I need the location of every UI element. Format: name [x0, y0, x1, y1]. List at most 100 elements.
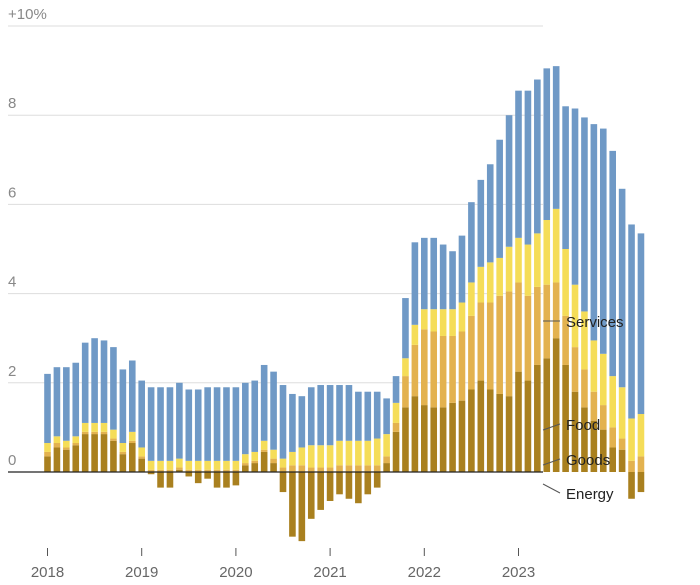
bar-food-2018-09 — [119, 443, 127, 452]
bar-services-2022-04 — [524, 90, 532, 245]
bar-food-2023-02 — [618, 387, 626, 439]
bar-energy-2020-11 — [364, 472, 372, 495]
bar-goods-2019-10 — [242, 463, 249, 466]
bar-food-2019-06 — [204, 460, 211, 470]
bar-services-2018-01 — [44, 373, 51, 444]
bar-goods-2022-08 — [562, 315, 569, 365]
bar-services-2022-01 — [496, 139, 503, 258]
bar-food-2019-10 — [242, 454, 249, 464]
bar-energy-2018-05 — [81, 434, 89, 472]
bar-goods-2023-01 — [609, 427, 616, 448]
bar-food-2022-03 — [515, 237, 522, 283]
bar-services-2019-12 — [260, 364, 268, 441]
bar-services-2018-06 — [91, 338, 98, 423]
bar-food-2020-12 — [373, 438, 381, 466]
bar-food-2021-06 — [430, 309, 438, 332]
bar-energy-2022-08 — [562, 364, 569, 472]
bar-food-2022-09 — [571, 284, 579, 348]
bar-goods-2021-07 — [439, 335, 447, 408]
bar-services-2020-11 — [364, 391, 372, 441]
bar-energy-2021-11 — [477, 380, 485, 472]
bar-services-2021-03 — [402, 298, 409, 359]
bar-goods-2020-08 — [336, 465, 343, 472]
bar-food-2020-09 — [345, 440, 353, 466]
bar-food-2018-11 — [138, 447, 145, 457]
bar-energy-2019-09 — [232, 472, 240, 486]
bar-energy-2021-07 — [439, 407, 447, 472]
bar-food-2022-05 — [534, 233, 541, 287]
bar-services-2023-02 — [618, 188, 626, 388]
bar-energy-2021-01 — [383, 463, 390, 472]
bar-goods-2018-08 — [110, 438, 117, 441]
bar-energy-2018-12 — [147, 472, 155, 475]
bar-goods-2023-04 — [637, 456, 645, 472]
bar-food-2019-05 — [194, 460, 202, 470]
bar-food-2021-02 — [392, 402, 400, 423]
bar-goods-2022-10 — [581, 369, 588, 408]
bar-services-2019-10 — [242, 382, 249, 455]
y-axis: +10% 8 6 4 2 0 — [8, 6, 47, 469]
bar-goods-2018-02 — [53, 443, 61, 448]
bar-food-2018-06 — [91, 422, 98, 432]
bar-energy-2022-12 — [599, 429, 607, 472]
bar-goods-2020-04 — [298, 465, 306, 472]
bar-goods-2019-12 — [260, 449, 268, 452]
bar-services-2020-04 — [298, 396, 306, 448]
bar-services-2023-01 — [609, 150, 616, 377]
bar-food-2019-07 — [213, 460, 221, 470]
bar-energy-2018-02 — [53, 447, 61, 472]
x-tick-label: 2020 — [219, 564, 252, 581]
bar-goods-2018-11 — [138, 456, 145, 459]
bar-services-2021-05 — [421, 237, 428, 310]
bar-services-2022-05 — [534, 79, 541, 234]
bar-goods-2022-09 — [571, 347, 579, 392]
bar-energy-2020-03 — [289, 472, 296, 537]
bar-services-2022-10 — [581, 117, 588, 312]
bar-services-2019-02 — [166, 387, 174, 461]
bar-energy-2019-07 — [213, 472, 221, 488]
x-axis: 2018 2019 2020 2021 2022 2023 — [31, 548, 535, 581]
bar-services-2021-09 — [458, 235, 466, 303]
bar-energy-2020-02 — [279, 472, 287, 493]
bar-food-2021-12 — [486, 262, 494, 303]
bar-goods-2020-12 — [373, 465, 381, 472]
bar-energy-2023-04 — [637, 472, 645, 493]
bar-energy-2018-06 — [91, 434, 98, 472]
bar-goods-2019-08 — [223, 469, 230, 472]
bar-goods-2019-04 — [185, 469, 193, 472]
bar-goods-2018-06 — [91, 431, 98, 435]
bar-services-2018-02 — [53, 367, 61, 437]
legend-label-services: Services — [566, 314, 624, 331]
bar-food-2018-12 — [147, 460, 155, 470]
bar-food-2018-10 — [128, 431, 136, 441]
bar-energy-2023-02 — [618, 449, 626, 472]
bar-services-2022-03 — [515, 90, 522, 238]
bar-services-2018-08 — [110, 347, 117, 430]
bar-goods-2018-10 — [128, 440, 136, 444]
bar-food-2020-03 — [289, 451, 296, 466]
bar-food-2018-04 — [72, 436, 80, 444]
bar-energy-2019-12 — [260, 451, 268, 472]
bar-food-2020-07 — [326, 445, 334, 468]
bar-goods-2018-03 — [63, 447, 70, 450]
bar-goods-2020-09 — [345, 465, 353, 472]
bar-goods-2020-01 — [270, 458, 277, 464]
bar-services-2019-09 — [232, 387, 240, 461]
bar-food-2018-05 — [81, 422, 89, 432]
bar-food-2020-08 — [336, 440, 343, 466]
bar-food-2019-04 — [185, 460, 193, 470]
bar-energy-2022-11 — [590, 420, 598, 472]
bar-services-2019-04 — [185, 389, 193, 461]
bar-food-2019-11 — [251, 451, 259, 461]
bar-goods-2020-10 — [355, 465, 362, 472]
x-tick-label: 2018 — [31, 564, 64, 581]
y-tick-label: 6 — [8, 184, 16, 201]
bar-services-2018-12 — [147, 387, 155, 461]
bar-food-2020-11 — [364, 440, 372, 466]
bar-food-2022-07 — [552, 208, 560, 283]
bar-goods-2022-05 — [534, 286, 541, 365]
bar-services-2019-06 — [204, 387, 211, 461]
bar-goods-2019-06 — [204, 469, 211, 472]
legend: Services Food Goods Energy — [542, 314, 624, 503]
bar-energy-2021-08 — [449, 402, 456, 472]
